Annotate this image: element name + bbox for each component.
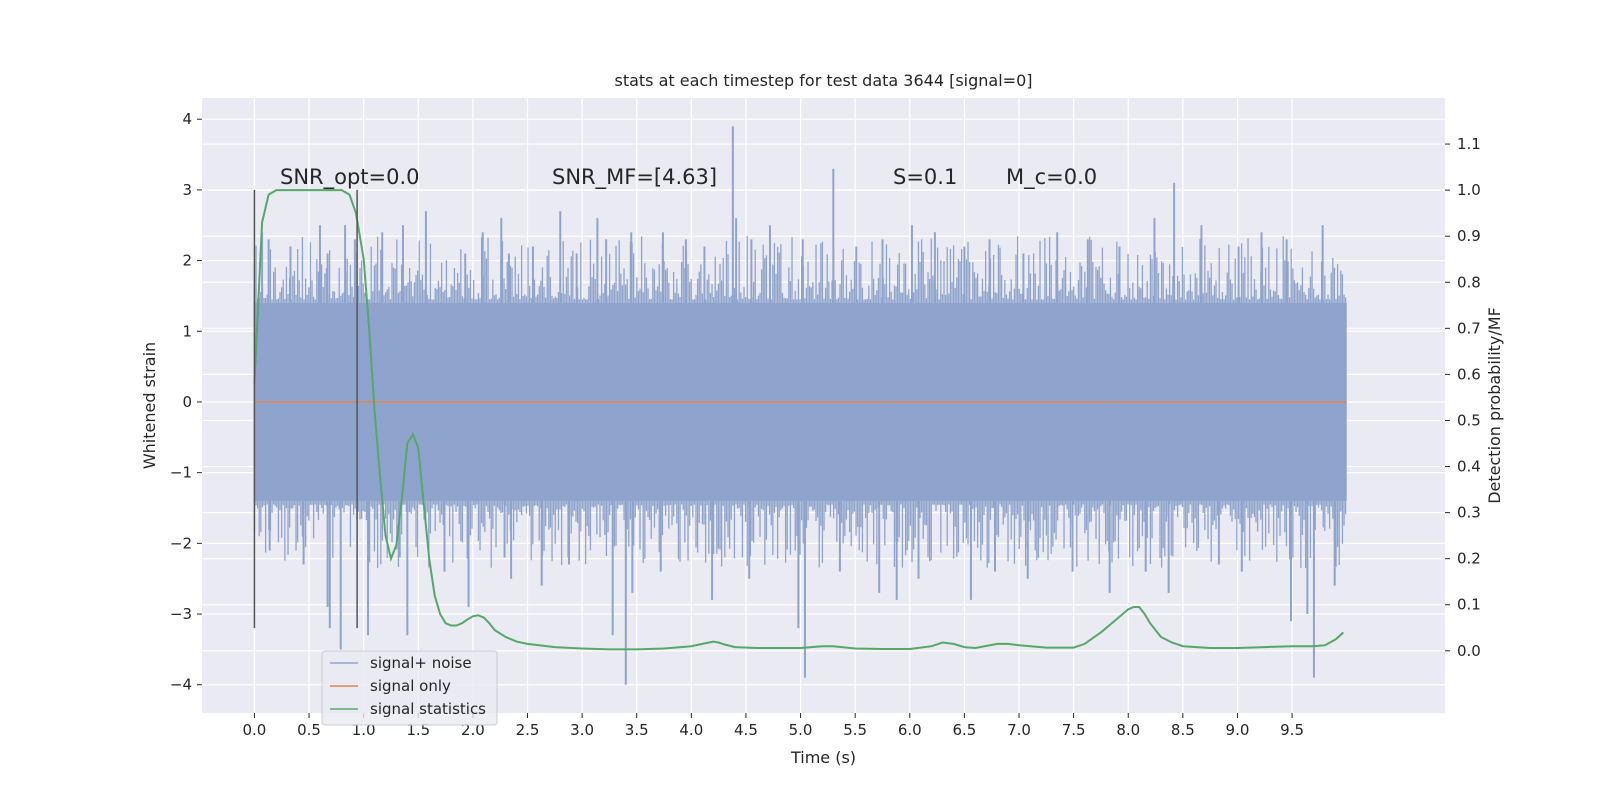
legend-label-signal-only: signal only [370,677,451,695]
annotation-snr-mf: SNR_MF=[4.63] [552,165,717,190]
x-tick-label: 2.5 [516,721,540,739]
x-tick-label: 4.0 [679,721,703,739]
annotations: SNR_opt=0.0 SNR_MF=[4.63] S=0.1 M_c=0.0 [280,165,1097,190]
axes: 0.0 0.5 1.0 1.5 2.0 2.5 3.0 3.5 4.0 4.5 5.0 5.5 6.0 6… [170,110,1481,739]
y-tick-label: −3 [170,605,192,623]
x-tick-label: 9.5 [1280,721,1304,739]
x-tick-label: 3.5 [625,721,649,739]
x-tick-label: 0.5 [297,721,321,739]
annotation-mc: M_c=0.0 [1006,165,1097,190]
y2-tick-label: 0.8 [1457,273,1481,291]
y-tick-label: 0 [182,393,192,411]
x-tick-label: 5.5 [843,721,867,739]
y2-axis-label: Detection probability/MF [1485,307,1504,504]
x-tick-label: 5.0 [789,721,813,739]
line-series [253,189,1347,651]
x-tick-label: 8.5 [1171,721,1195,739]
x-tick-label: 6.0 [898,721,922,739]
y2-tick-label: 1.1 [1457,135,1481,153]
vertical-markers [253,189,358,629]
x-tick-label: 6.5 [952,721,976,739]
y2-tick-label: 0.2 [1457,550,1481,568]
y2-tick-label: 0.5 [1457,411,1481,429]
x-tick-label: 9.0 [1226,721,1250,739]
x-axis-label: Time (s) [790,748,856,767]
y2-tick-label: 0.4 [1457,458,1481,476]
x-tick-label: 0.0 [242,721,266,739]
legend: signal+ noise signal only signal statist… [321,650,498,726]
y-tick-label: −4 [170,676,192,694]
y2-tick-label: 0.3 [1457,504,1481,522]
y2-tick-label: 0.1 [1457,596,1481,614]
y-tick-label: 3 [182,181,192,199]
y-tick-label: −1 [170,464,192,482]
y2-tick-label: 1.0 [1457,181,1481,199]
x-tick-label: 7.5 [1062,721,1086,739]
y-axis-label: Whitened strain [140,342,159,469]
x-tick-label: 4.5 [734,721,758,739]
y2-tick-label: 0.7 [1457,319,1481,337]
legend-box [321,650,498,726]
legend-label-signal-statistics: signal statistics [370,700,486,718]
y2-tick-label: 0.6 [1457,365,1481,383]
y-tick-label: 4 [182,110,192,128]
x-tick-label: 7.0 [1007,721,1031,739]
annotation-s: S=0.1 [893,165,957,189]
legend-label-signal-noise: signal+ noise [370,654,472,672]
y-tick-label: 2 [182,252,192,270]
y2-tick-label: 0.9 [1457,227,1481,245]
signal-statistics-line [253,189,1345,651]
y-tick-label: 1 [182,322,192,340]
x-tick-label: 3.0 [570,721,594,739]
chart-title: stats at each timestep for test data 364… [614,71,1032,90]
y2-tick-label: 0.0 [1457,642,1481,660]
annotation-snr-opt: SNR_opt=0.0 [280,165,420,190]
y-tick-label: −2 [170,534,192,552]
x-tick-label: 8.0 [1116,721,1140,739]
